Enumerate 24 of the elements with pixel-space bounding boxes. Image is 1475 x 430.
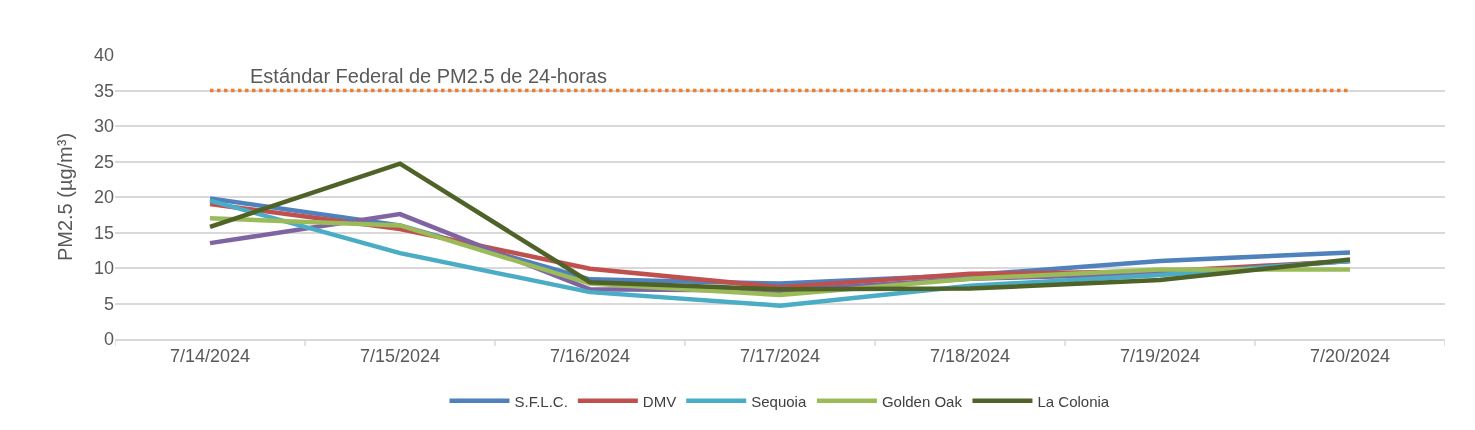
y-tick-label: 20 — [93, 187, 114, 208]
legend-label: S.F.L.C. — [514, 392, 568, 410]
x-tick-label: 7/17/2024 — [739, 346, 821, 367]
line-series — [207, 161, 1353, 292]
legend-label: Sequoia — [751, 392, 807, 410]
x-tick-label: 7/20/2024 — [1309, 346, 1391, 367]
y-tick-label: 35 — [93, 80, 114, 101]
x-tick-label: 7/16/2024 — [549, 346, 631, 367]
y-tick-label: 25 — [93, 151, 114, 172]
x-tick-label: 7/18/2024 — [929, 346, 1011, 367]
legend-label: La Colonia — [1037, 392, 1110, 410]
y-tick-label: 30 — [93, 116, 114, 137]
legend-label: DMV — [642, 392, 677, 410]
x-tick-label: 7/14/2024 — [169, 346, 251, 367]
y-axis-title: PM2.5 (µg/m³) — [54, 132, 77, 262]
x-tick-label: 7/19/2024 — [1119, 346, 1201, 367]
legend-label: Golden Oak — [881, 392, 963, 410]
ref-line-label: Estándar Federal de PM2.5 de 24-horas — [250, 65, 607, 87]
y-tick-label: 10 — [93, 258, 114, 279]
y-tick-label: 0 — [103, 329, 114, 350]
x-tick-label: 7/15/2024 — [359, 346, 441, 367]
y-tick-label: 5 — [103, 293, 114, 314]
y-tick-label: 15 — [93, 222, 114, 243]
y-tick-label: 40 — [93, 45, 114, 66]
